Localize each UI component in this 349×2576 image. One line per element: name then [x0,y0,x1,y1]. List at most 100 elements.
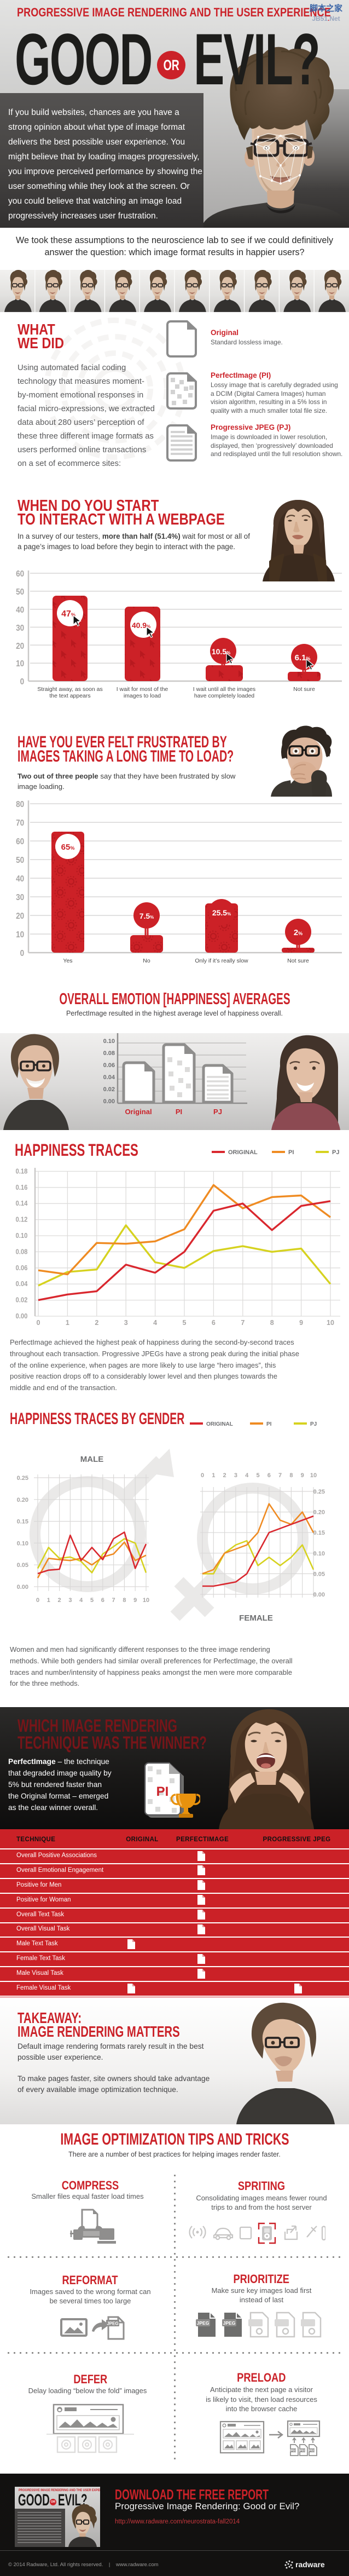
svg-text:8: 8 [270,1319,274,1327]
svg-text:6: 6 [101,1597,104,1604]
svg-text:PJ: PJ [310,1421,317,1427]
svg-text:Yes: Yes [63,958,72,964]
svg-text:PI: PI [266,1421,272,1427]
svg-text:radware: radware [295,2560,325,2569]
svg-text:7: 7 [278,1472,282,1479]
svg-text:10: 10 [16,659,24,669]
svg-text:JPEG: JPEG [223,2320,236,2326]
svg-text:2: 2 [95,1319,98,1327]
svg-text:0.12: 0.12 [16,1215,28,1224]
svg-text:0.16: 0.16 [16,1183,28,1191]
svg-text:PI: PI [176,1108,182,1116]
svg-text:20: 20 [16,912,24,921]
svg-text:60: 60 [16,837,24,846]
svg-text:have completely loaded: have completely loaded [194,693,254,699]
svg-text:9: 9 [133,1597,137,1604]
svg-text:I wait until all the images: I wait until all the images [193,686,255,693]
svg-text:5: 5 [183,1319,187,1327]
svg-text:images to load: images to load [124,693,161,699]
svg-text:0.10: 0.10 [17,1540,28,1547]
svg-text:0.25: 0.25 [313,1489,325,1495]
svg-text:1: 1 [47,1597,50,1604]
svg-text:7: 7 [241,1319,245,1327]
svg-text:JPEG: JPEG [289,2450,296,2453]
svg-text:30: 30 [16,893,24,902]
svg-text:JPEG: JPEG [308,2450,315,2453]
svg-text:I wait for most of the: I wait for most of the [117,686,168,693]
svg-text:70: 70 [16,819,24,828]
svg-text:8: 8 [289,1472,293,1479]
svg-text:the text appears: the text appears [49,693,90,699]
svg-text:3: 3 [124,1319,128,1327]
svg-text:1: 1 [212,1472,215,1479]
svg-text:PJ: PJ [213,1108,222,1116]
svg-text:4: 4 [153,1319,157,1327]
svg-text:50: 50 [16,587,24,597]
svg-text:6: 6 [212,1319,216,1327]
svg-text:0.08: 0.08 [16,1248,28,1256]
svg-text:0: 0 [201,1472,204,1479]
svg-text:PJ: PJ [332,1149,339,1156]
svg-text:0.00: 0.00 [17,1584,28,1590]
svg-text:ORIGINAL: ORIGINAL [228,1149,258,1156]
svg-text:25.5%: 25.5% [212,908,231,917]
svg-text:60: 60 [16,569,24,579]
svg-text:Not sure: Not sure [293,686,315,693]
svg-text:FEMALE: FEMALE [239,1613,273,1623]
svg-text:10: 10 [16,930,24,940]
svg-text:0.00: 0.00 [103,1098,115,1105]
svg-text:0.02: 0.02 [16,1296,28,1304]
svg-text:Original: Original [125,1108,152,1116]
svg-text:9: 9 [301,1472,304,1479]
svg-text:1: 1 [66,1319,69,1327]
svg-text:40: 40 [16,606,24,615]
svg-text:PI: PI [156,1784,169,1799]
svg-text:10.5%: 10.5% [212,647,230,656]
svg-text:4: 4 [245,1472,249,1479]
svg-text:0: 0 [20,949,25,958]
svg-text:0.00: 0.00 [16,1312,28,1320]
svg-text:Only if it’s really slow: Only if it’s really slow [195,958,248,964]
svg-text:0.20: 0.20 [313,1509,325,1516]
svg-text:0.20: 0.20 [17,1497,28,1503]
svg-text:0.10: 0.10 [103,1038,115,1045]
svg-text:2: 2 [58,1597,61,1604]
svg-text:10: 10 [310,1472,317,1479]
svg-text:8: 8 [123,1597,126,1604]
svg-text:JPEG: JPEG [299,2450,306,2453]
svg-text:0.04: 0.04 [103,1074,115,1081]
svg-text:0: 0 [20,677,25,687]
svg-text:JPEG: JPEG [197,2320,210,2326]
svg-text:7: 7 [112,1597,115,1604]
svg-text:20: 20 [16,642,24,651]
svg-text:0.08: 0.08 [103,1050,115,1057]
svg-text:47%: 47% [61,609,75,619]
svg-text:0.05: 0.05 [313,1571,325,1577]
svg-text:0.14: 0.14 [16,1200,28,1208]
svg-text:9: 9 [299,1319,303,1327]
svg-text:4: 4 [79,1597,83,1604]
svg-text:0.15: 0.15 [17,1519,28,1525]
svg-text:PI: PI [288,1149,294,1156]
svg-text:2: 2 [223,1472,226,1479]
svg-text:30: 30 [16,624,24,633]
svg-text:0.10: 0.10 [313,1551,325,1557]
svg-text:5: 5 [90,1597,94,1604]
svg-text:65%: 65% [61,843,75,852]
svg-text:5: 5 [256,1472,259,1479]
svg-text:0: 0 [37,1319,40,1327]
svg-text:0.06: 0.06 [103,1062,115,1069]
svg-text:0.06: 0.06 [16,1264,28,1272]
svg-text:80: 80 [16,800,24,809]
svg-text:6: 6 [267,1472,271,1479]
svg-text:Straight away, as soon as: Straight away, as soon as [37,686,102,693]
svg-text:0.25: 0.25 [17,1475,28,1482]
svg-text:0.10: 0.10 [16,1231,28,1240]
svg-text:10: 10 [327,1319,334,1327]
svg-text:JPEG: JPEG [107,2321,118,2326]
svg-text:50: 50 [16,856,24,865]
svg-text:0.18: 0.18 [16,1167,28,1175]
svg-text:3: 3 [68,1597,72,1604]
svg-text:0.05: 0.05 [17,1562,28,1569]
svg-text:40.9%: 40.9% [132,621,150,630]
